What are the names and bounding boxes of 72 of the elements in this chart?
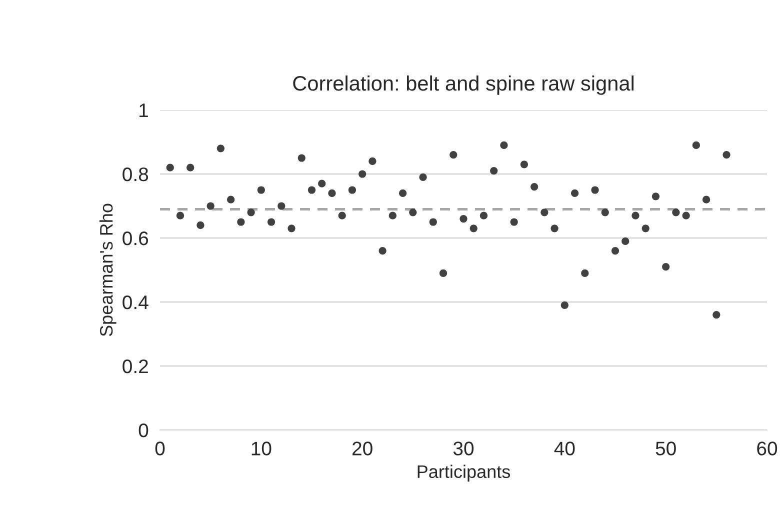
point xyxy=(581,269,589,278)
point xyxy=(308,186,316,194)
point xyxy=(712,310,720,319)
x-tick-label: 50 xyxy=(656,442,676,456)
point xyxy=(298,154,306,162)
point xyxy=(328,189,336,198)
x-tick-label: 20 xyxy=(352,442,372,456)
point xyxy=(672,208,680,216)
point xyxy=(490,166,498,175)
point xyxy=(722,150,730,159)
point xyxy=(591,186,599,194)
point xyxy=(278,202,286,210)
point xyxy=(682,212,690,220)
y-tick-label: 0 xyxy=(138,423,148,438)
point xyxy=(388,212,396,220)
point xyxy=(247,208,255,216)
point xyxy=(227,196,235,204)
x-tick-label: 10 xyxy=(252,442,272,456)
point xyxy=(409,208,417,216)
y-tick-label: 0.2 xyxy=(122,359,148,374)
point xyxy=(450,150,458,159)
point xyxy=(540,208,548,216)
point xyxy=(216,144,225,152)
y-tick-label: 0.4 xyxy=(122,295,148,310)
point xyxy=(166,164,174,172)
point xyxy=(338,212,346,220)
point xyxy=(470,224,478,232)
y-axis-title: Spearman's Rho xyxy=(99,204,116,336)
point xyxy=(520,160,528,168)
point xyxy=(288,224,296,232)
point xyxy=(257,186,265,194)
point xyxy=(429,218,437,226)
point xyxy=(530,182,538,191)
x-tick-label: 60 xyxy=(757,442,778,456)
x-tick-label: 30 xyxy=(453,442,474,456)
point xyxy=(419,173,427,182)
x-axis-title: Participants xyxy=(418,464,510,482)
point xyxy=(622,237,630,246)
point xyxy=(318,180,326,188)
point xyxy=(267,218,276,226)
chart-title: Correlation: belt and spine raw signal xyxy=(293,75,634,95)
y-tick-label: 1 xyxy=(140,104,148,118)
point xyxy=(510,218,518,226)
point xyxy=(692,141,700,150)
point xyxy=(642,224,650,232)
point xyxy=(662,262,670,271)
point xyxy=(439,269,448,278)
point xyxy=(358,170,366,178)
point xyxy=(611,246,620,255)
x-tick-label: 40 xyxy=(554,442,575,456)
point xyxy=(702,196,710,204)
point xyxy=(348,186,356,194)
y-tick-label: 0.8 xyxy=(122,167,148,182)
point xyxy=(398,189,407,198)
point xyxy=(196,221,204,230)
point xyxy=(550,224,558,232)
point xyxy=(460,214,468,223)
point xyxy=(176,212,184,220)
point xyxy=(237,218,245,226)
point xyxy=(560,301,568,310)
point xyxy=(378,246,386,255)
point xyxy=(632,212,640,220)
point xyxy=(601,208,609,216)
point xyxy=(500,141,508,150)
point xyxy=(570,189,579,198)
point xyxy=(480,212,488,220)
point xyxy=(206,202,214,210)
y-tick-label: 0.6 xyxy=(122,231,148,246)
x-tick-label: 0 xyxy=(155,442,165,456)
point xyxy=(368,157,376,166)
point xyxy=(186,164,194,172)
point xyxy=(652,192,660,200)
